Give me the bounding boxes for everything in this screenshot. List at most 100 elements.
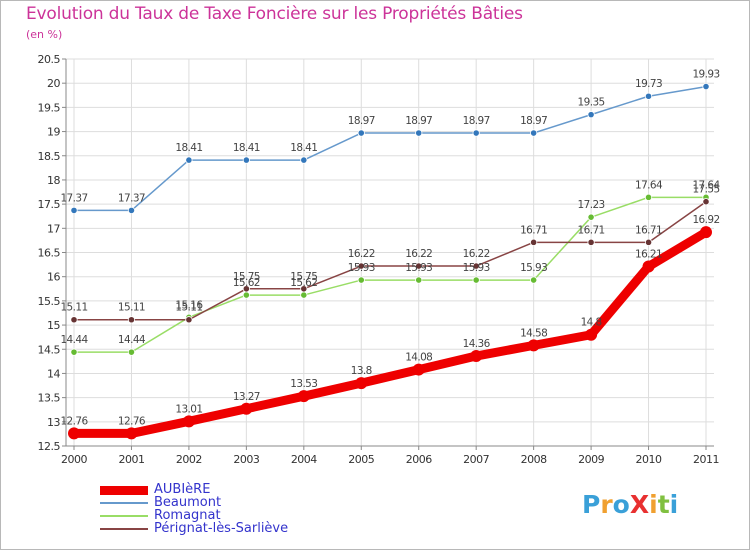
y-tick-label: 13.5 bbox=[38, 392, 61, 405]
data-label-romagnat: 15.62 bbox=[233, 277, 260, 289]
data-point-p-rignat-l-s-sarli-ve bbox=[702, 198, 710, 206]
data-label-romagnat: 15.62 bbox=[290, 277, 317, 289]
data-point-beaumont bbox=[300, 156, 308, 164]
logo-letter: X bbox=[629, 490, 650, 519]
logo-letter: r bbox=[600, 490, 613, 519]
data-label-beaumont: 18.97 bbox=[405, 115, 432, 127]
x-tick-label: 2001 bbox=[118, 453, 144, 466]
data-label-aubi-re: 14.58 bbox=[520, 327, 547, 339]
legend-item: Beaumont bbox=[100, 496, 360, 510]
data-point-beaumont bbox=[357, 129, 365, 137]
data-point-beaumont bbox=[70, 206, 78, 215]
y-tick-label: 20 bbox=[47, 77, 60, 90]
series-line-aubi-re bbox=[69, 227, 711, 438]
data-label-p-rignat-l-s-sarli-ve: 16.71 bbox=[578, 224, 605, 236]
data-point-aubi-re bbox=[182, 415, 195, 428]
data-label-aubi-re: 16.21 bbox=[635, 249, 662, 261]
x-tick-label: 2009 bbox=[578, 453, 604, 466]
legend-label: Romagnat bbox=[154, 508, 221, 523]
chart-title: Evolution du Taux de Taxe Foncière sur l… bbox=[26, 4, 523, 24]
legend-item: Pérignat-lès-Sarliève bbox=[100, 522, 360, 536]
data-label-romagnat: 15.93 bbox=[405, 262, 432, 274]
data-label-p-rignat-l-s-sarli-ve: 15.75 bbox=[290, 271, 317, 283]
y-tick-label: 16.5 bbox=[38, 247, 61, 260]
data-point-aubi-re bbox=[412, 363, 425, 376]
x-tick-label: 2006 bbox=[406, 453, 432, 466]
data-label-beaumont: 19.73 bbox=[635, 78, 662, 90]
data-label-aubi-re: 14.08 bbox=[405, 352, 432, 364]
data-point-beaumont bbox=[702, 82, 710, 91]
series-line-romagnat bbox=[73, 196, 707, 353]
data-label-aubi-re: 12.76 bbox=[118, 415, 146, 427]
legend-label: AUBIèRE bbox=[154, 482, 211, 497]
y-tick-label: 14.5 bbox=[38, 343, 61, 356]
y-tick-label: 15 bbox=[47, 319, 60, 332]
data-point-p-rignat-l-s-sarli-ve bbox=[644, 238, 653, 246]
data-label-p-rignat-l-s-sarli-ve: 16.22 bbox=[463, 248, 490, 260]
data-point-beaumont bbox=[530, 129, 538, 137]
data-label-aubi-re: 13.53 bbox=[290, 378, 317, 390]
data-label-beaumont: 18.97 bbox=[520, 115, 547, 127]
data-label-p-rignat-l-s-sarli-ve: 15.11 bbox=[175, 302, 202, 314]
logo-letter: i bbox=[669, 490, 679, 519]
data-point-beaumont bbox=[415, 129, 423, 137]
data-label-p-rignat-l-s-sarli-ve: 15.11 bbox=[118, 302, 145, 314]
legend-swatch bbox=[100, 502, 148, 504]
data-point-aubi-re bbox=[297, 390, 310, 403]
x-tick-label: 2003 bbox=[233, 453, 259, 466]
data-point-aubi-re bbox=[642, 260, 655, 273]
x-tick-label: 2008 bbox=[521, 453, 547, 466]
data-label-beaumont: 18.97 bbox=[463, 115, 490, 127]
y-tick-label: 17.5 bbox=[38, 198, 61, 211]
series-line-p-rignat-l-s-sarli-ve bbox=[73, 200, 707, 321]
legend-label: Beaumont bbox=[154, 495, 222, 510]
y-axis-unit-label: (en %) bbox=[26, 28, 63, 41]
data-label-beaumont: 18.41 bbox=[233, 142, 260, 154]
data-point-beaumont bbox=[242, 156, 250, 164]
data-label-beaumont: 17.37 bbox=[118, 192, 145, 204]
data-point-aubi-re bbox=[700, 226, 712, 239]
y-tick-label: 17 bbox=[47, 222, 60, 235]
x-tick-label: 2004 bbox=[291, 453, 317, 466]
data-point-romagnat bbox=[530, 276, 538, 284]
data-point-beaumont bbox=[472, 129, 480, 137]
data-label-romagnat: 15.93 bbox=[463, 262, 490, 274]
legend-swatch bbox=[100, 528, 148, 530]
y-tick-label: 19.5 bbox=[38, 101, 61, 114]
data-point-beaumont bbox=[127, 206, 136, 215]
y-tick-label: 18.5 bbox=[38, 150, 61, 163]
data-point-beaumont bbox=[185, 156, 193, 164]
x-tick-label: 2010 bbox=[636, 453, 662, 466]
data-point-beaumont bbox=[644, 92, 653, 100]
data-point-aubi-re bbox=[68, 427, 80, 440]
data-label-romagnat: 17.64 bbox=[692, 179, 720, 191]
y-tick-label: 14 bbox=[47, 367, 60, 380]
data-point-aubi-re bbox=[125, 427, 138, 440]
data-label-romagnat: 17.23 bbox=[578, 199, 605, 211]
data-point-romagnat bbox=[472, 276, 480, 284]
y-tick-label: 20.5 bbox=[38, 53, 61, 66]
legend-swatch bbox=[100, 486, 148, 495]
x-tick-label: 2011 bbox=[693, 453, 719, 466]
y-tick-label: 15.5 bbox=[38, 295, 61, 308]
logo-letter: t bbox=[657, 490, 670, 519]
data-label-aubi-re: 13.27 bbox=[233, 391, 260, 403]
data-label-romagnat: 15.93 bbox=[348, 262, 375, 274]
data-label-p-rignat-l-s-sarli-ve: 17.55 bbox=[692, 184, 719, 196]
data-label-beaumont: 18.97 bbox=[348, 115, 375, 127]
legend-item: Romagnat bbox=[100, 509, 360, 523]
data-label-beaumont: 18.41 bbox=[175, 142, 202, 154]
data-point-romagnat bbox=[587, 213, 595, 221]
axis-layer: 12.5 13 13.5 14 14.5 15 15.5 16 16.5 17 17.5 18 18.5… bbox=[38, 53, 720, 466]
data-label-romagnat: 15.16 bbox=[175, 299, 203, 311]
data-label-layer: 17.37 17.37 18.41 18.41 18.41 18.97 18.97 18.97… bbox=[60, 69, 721, 428]
data-label-aubi-re: 12.76 bbox=[60, 415, 88, 427]
proxiti-logo: ProXiti bbox=[582, 490, 678, 519]
data-point-romagnat bbox=[127, 348, 136, 356]
legend-label: Pérignat-lès-Sarliève bbox=[154, 521, 289, 536]
data-point-p-rignat-l-s-sarli-ve bbox=[242, 285, 250, 293]
data-point-aubi-re bbox=[470, 350, 483, 363]
data-point-romagnat bbox=[644, 193, 653, 201]
data-point-p-rignat-l-s-sarli-ve bbox=[300, 285, 308, 293]
